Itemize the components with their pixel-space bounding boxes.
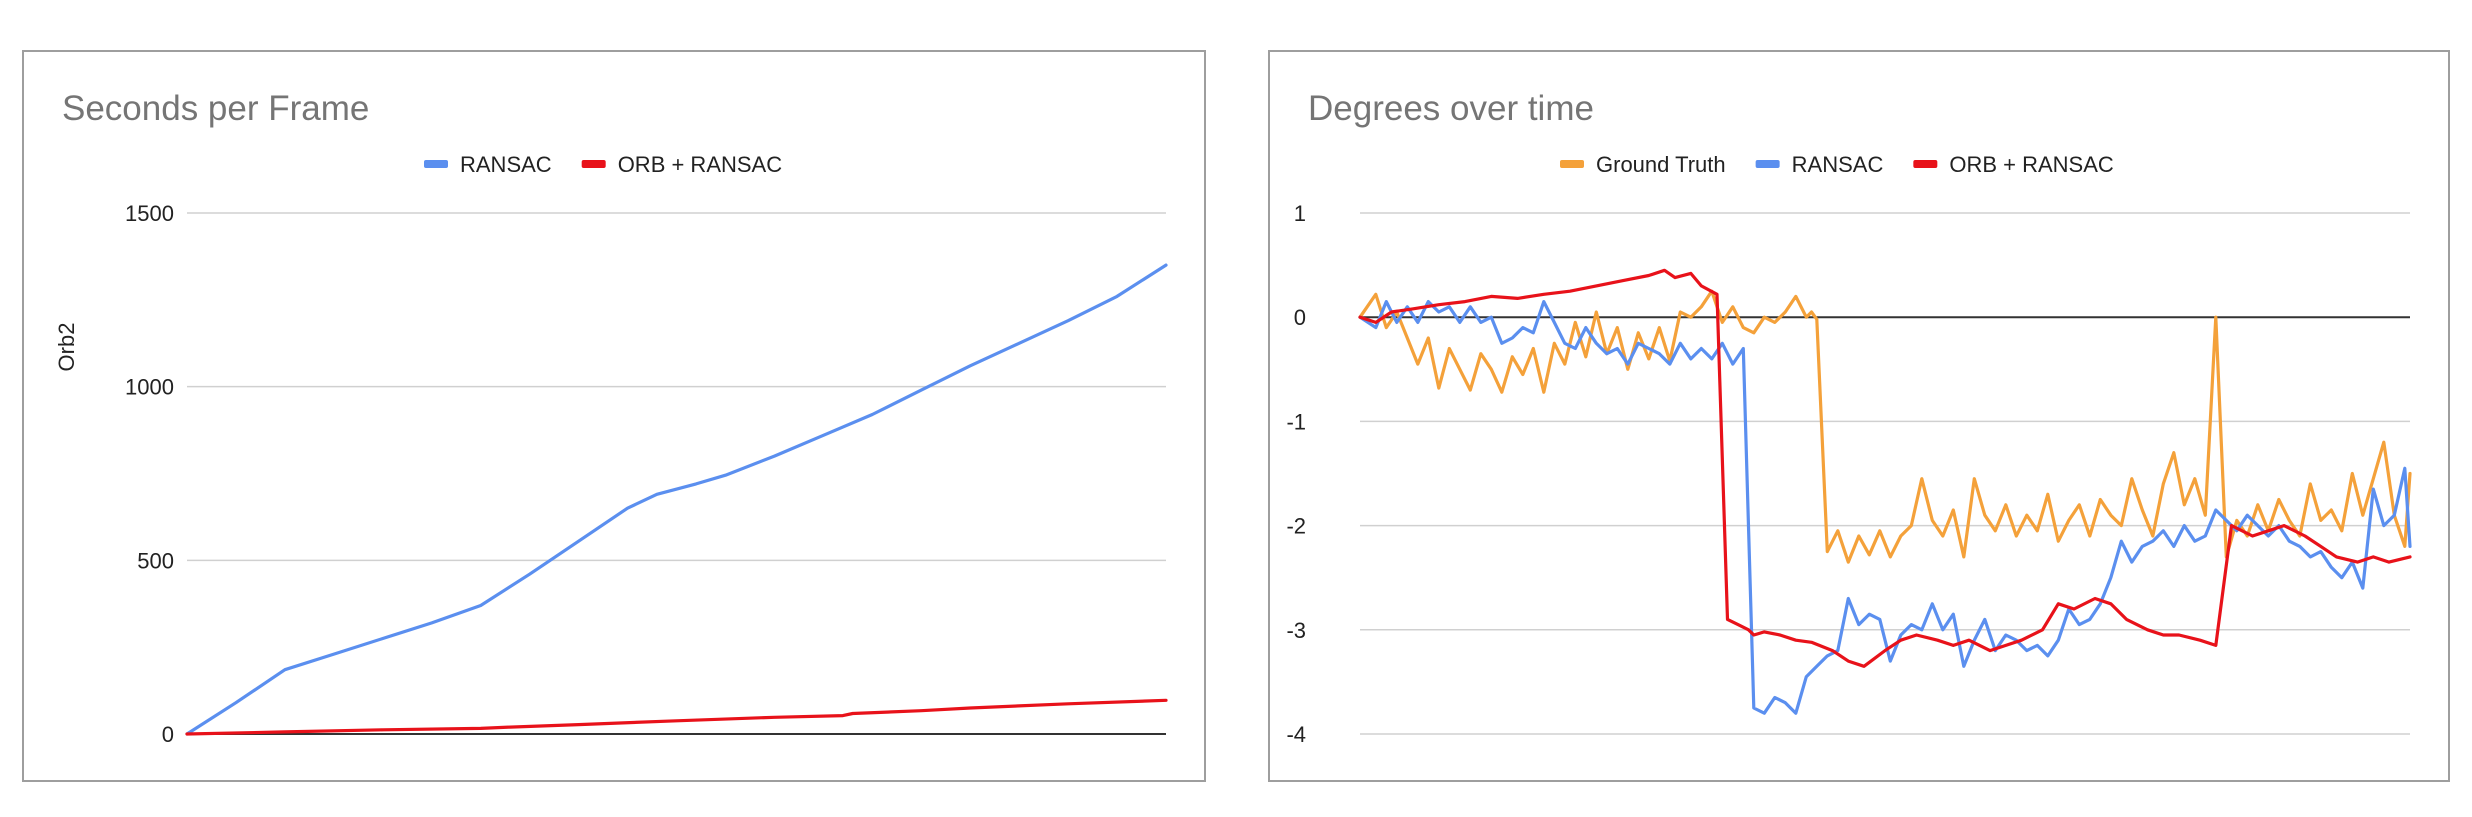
y-tick-label: 1 <box>1294 201 1306 226</box>
chart-panel-degrees-over-time: Degrees over time Ground Truth RANSAC ORB … <box>1268 50 2450 782</box>
legend-label: ORB + RANSAC <box>618 152 783 177</box>
y-tick-label: 1000 <box>125 375 174 400</box>
chart-seconds-per-frame: Seconds per Frame RANSAC ORB + RANSAC 0 50… <box>54 89 1168 747</box>
series-line-orb-ransac <box>185 698 1168 736</box>
legend-swatch-ground-truth <box>1560 160 1584 168</box>
y-tick-label: 1500 <box>125 201 174 226</box>
series-line-orb-ransac <box>1358 268 2412 668</box>
legend-label: RANSAC <box>1792 152 1884 177</box>
legend: RANSAC ORB + RANSAC <box>424 152 782 177</box>
y-tick-label: -2 <box>1286 514 1306 539</box>
y-tick-label: 500 <box>137 548 174 573</box>
legend-label: ORB + RANSAC <box>1949 152 2114 177</box>
y-tick-label: 0 <box>162 722 174 747</box>
legend-label: RANSAC <box>460 152 552 177</box>
series-group <box>1358 268 2412 715</box>
y-axis-title: Orb2 <box>54 323 79 372</box>
legend-swatch-orb-ransac <box>581 160 606 168</box>
chart-title: Seconds per Frame <box>62 89 369 128</box>
legend-swatch-orb-ransac <box>1913 160 1938 168</box>
y-tick-label: -3 <box>1286 618 1306 643</box>
y-axis-ticks: 0 500 1000 1500 <box>125 201 174 747</box>
legend-label: Ground Truth <box>1596 152 1726 177</box>
legend-swatch-ransac <box>1755 160 1780 168</box>
series-line-ransac <box>185 263 1168 736</box>
series-line-ground-truth <box>1358 289 2412 564</box>
y-tick-label: -4 <box>1286 722 1306 747</box>
chart-panel-seconds-per-frame: Seconds per Frame RANSAC ORB + RANSAC 0 50… <box>22 50 1206 782</box>
series-group <box>185 263 1168 736</box>
y-axis-ticks: -4 -3 -2 -1 0 1 <box>1286 201 1306 747</box>
y-tick-label: 0 <box>1294 305 1306 330</box>
gridlines <box>187 212 1166 735</box>
legend: Ground Truth RANSAC ORB + RANSAC <box>1560 152 2114 177</box>
series-line-ransac <box>1358 300 2412 715</box>
chart-degrees-over-time: Degrees over time Ground Truth RANSAC ORB … <box>1286 89 2412 747</box>
y-tick-label: -1 <box>1286 409 1306 434</box>
chart-title: Degrees over time <box>1308 89 1594 128</box>
legend-swatch-ransac <box>424 160 448 168</box>
gridlines <box>1360 212 2410 735</box>
